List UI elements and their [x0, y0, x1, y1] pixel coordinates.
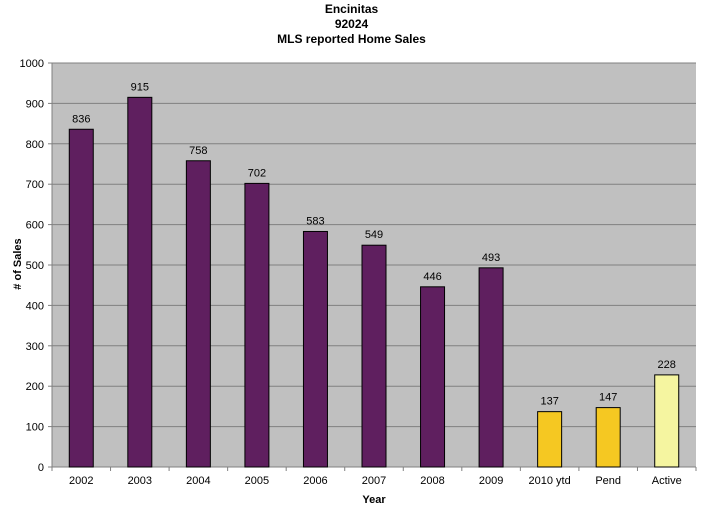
- x-tick-label: Pend: [595, 475, 621, 487]
- data-label: 583: [306, 215, 324, 227]
- y-tick-label: 800: [26, 139, 44, 151]
- x-tick-label: 2010 ytd: [529, 475, 571, 487]
- x-tick-label: 2009: [479, 475, 503, 487]
- y-tick-label: 300: [26, 341, 44, 353]
- data-label: 915: [131, 81, 149, 93]
- y-tick-label: 200: [26, 381, 44, 393]
- bar-2002: [68, 128, 94, 468]
- data-label: 493: [482, 252, 500, 264]
- chart-title-line-1: Encinitas: [324, 2, 379, 16]
- bar-2005: [244, 182, 270, 468]
- x-tick-label: 2008: [420, 475, 444, 487]
- y-tick-label: 400: [26, 300, 44, 312]
- data-label: 147: [599, 392, 617, 404]
- y-tick-label: 900: [26, 98, 44, 110]
- bar-2006: [302, 230, 328, 468]
- x-tick-label: 2002: [69, 475, 93, 487]
- y-tick-label: 0: [38, 462, 44, 474]
- chart-title-line-3: MLS reported Home Sales: [277, 32, 426, 46]
- x-axis-label: Year: [362, 494, 386, 506]
- x-tick-label: 2006: [303, 475, 327, 487]
- x-tick-label: Active: [652, 475, 682, 487]
- y-tick-label: 700: [26, 179, 44, 191]
- y-tick-label: 600: [26, 220, 44, 232]
- bar-Pend: [595, 407, 621, 468]
- data-label: 758: [189, 145, 207, 157]
- data-label: 702: [248, 167, 266, 179]
- data-label: 228: [658, 359, 676, 371]
- bar-2010-ytd: [537, 411, 563, 468]
- data-label: 446: [423, 271, 441, 283]
- data-label: 836: [72, 113, 90, 125]
- bar-2007: [361, 244, 387, 468]
- y-tick-label: 500: [26, 260, 44, 272]
- x-tick-label: 2005: [245, 475, 269, 487]
- data-label: 137: [540, 396, 558, 408]
- bar-2009: [478, 267, 504, 468]
- bar-Active: [654, 374, 680, 468]
- y-axis-label: # of Sales: [12, 238, 24, 290]
- y-tick-label: 1000: [20, 58, 44, 70]
- x-tick-label: 2004: [186, 475, 210, 487]
- data-label: 549: [365, 229, 383, 241]
- x-tick-label: 2007: [362, 475, 386, 487]
- bar-2008: [420, 286, 446, 468]
- bar-2003: [127, 96, 153, 468]
- bar-2004: [185, 160, 211, 468]
- chart-title-line-2: 92024: [334, 17, 369, 31]
- x-tick-label: 2003: [128, 475, 152, 487]
- y-tick-label: 100: [26, 422, 44, 434]
